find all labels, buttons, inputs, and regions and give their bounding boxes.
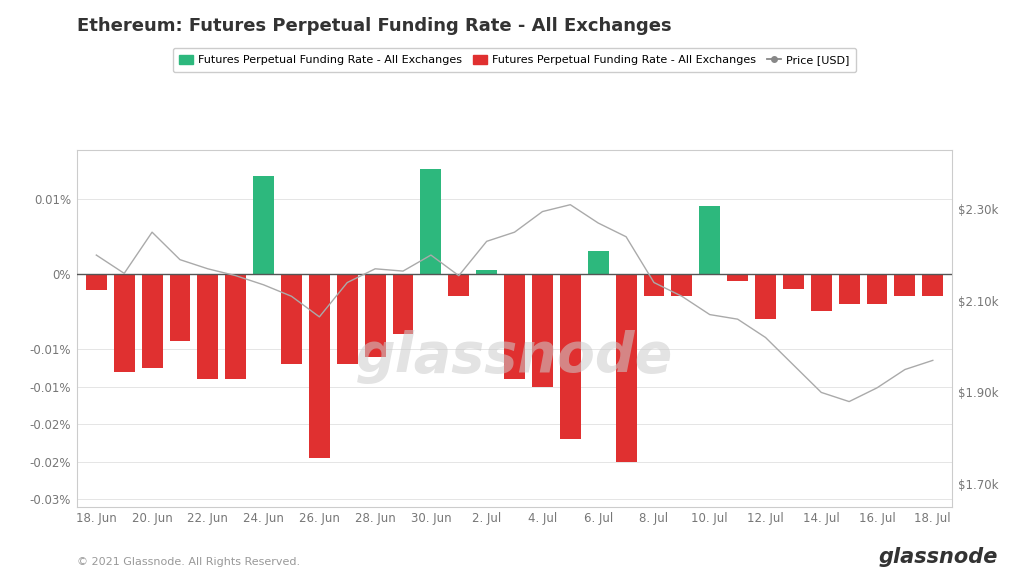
- Bar: [476, 270, 497, 274]
- Bar: [839, 274, 859, 304]
- Bar: [225, 274, 246, 379]
- Bar: [643, 274, 665, 297]
- Bar: [588, 251, 608, 274]
- Bar: [866, 274, 888, 304]
- Text: Ethereum: Futures Perpetual Funding Rate - All Exchanges: Ethereum: Futures Perpetual Funding Rate…: [77, 17, 672, 35]
- Bar: [504, 274, 525, 379]
- Bar: [755, 274, 776, 319]
- Bar: [309, 274, 330, 458]
- Bar: [894, 274, 915, 297]
- Bar: [141, 274, 163, 368]
- Bar: [337, 274, 357, 364]
- Bar: [392, 274, 414, 334]
- Bar: [615, 274, 637, 462]
- Bar: [198, 274, 218, 379]
- Text: glassnode: glassnode: [879, 547, 998, 567]
- Bar: [114, 274, 135, 372]
- Text: glassnode: glassnode: [356, 330, 673, 384]
- Bar: [253, 176, 274, 274]
- Bar: [281, 274, 302, 364]
- Bar: [811, 274, 831, 312]
- Bar: [923, 274, 943, 297]
- Bar: [672, 274, 692, 297]
- Bar: [699, 206, 720, 274]
- Bar: [532, 274, 553, 386]
- Bar: [449, 274, 469, 297]
- Text: © 2021 Glassnode. All Rights Reserved.: © 2021 Glassnode. All Rights Reserved.: [77, 558, 300, 567]
- Bar: [86, 274, 106, 290]
- Bar: [560, 274, 581, 439]
- Bar: [421, 169, 441, 274]
- Bar: [170, 274, 190, 342]
- Bar: [365, 274, 386, 357]
- Legend: Futures Perpetual Funding Rate - All Exchanges, Futures Perpetual Funding Rate -: Futures Perpetual Funding Rate - All Exc…: [173, 48, 856, 72]
- Bar: [727, 274, 749, 281]
- Bar: [783, 274, 804, 289]
